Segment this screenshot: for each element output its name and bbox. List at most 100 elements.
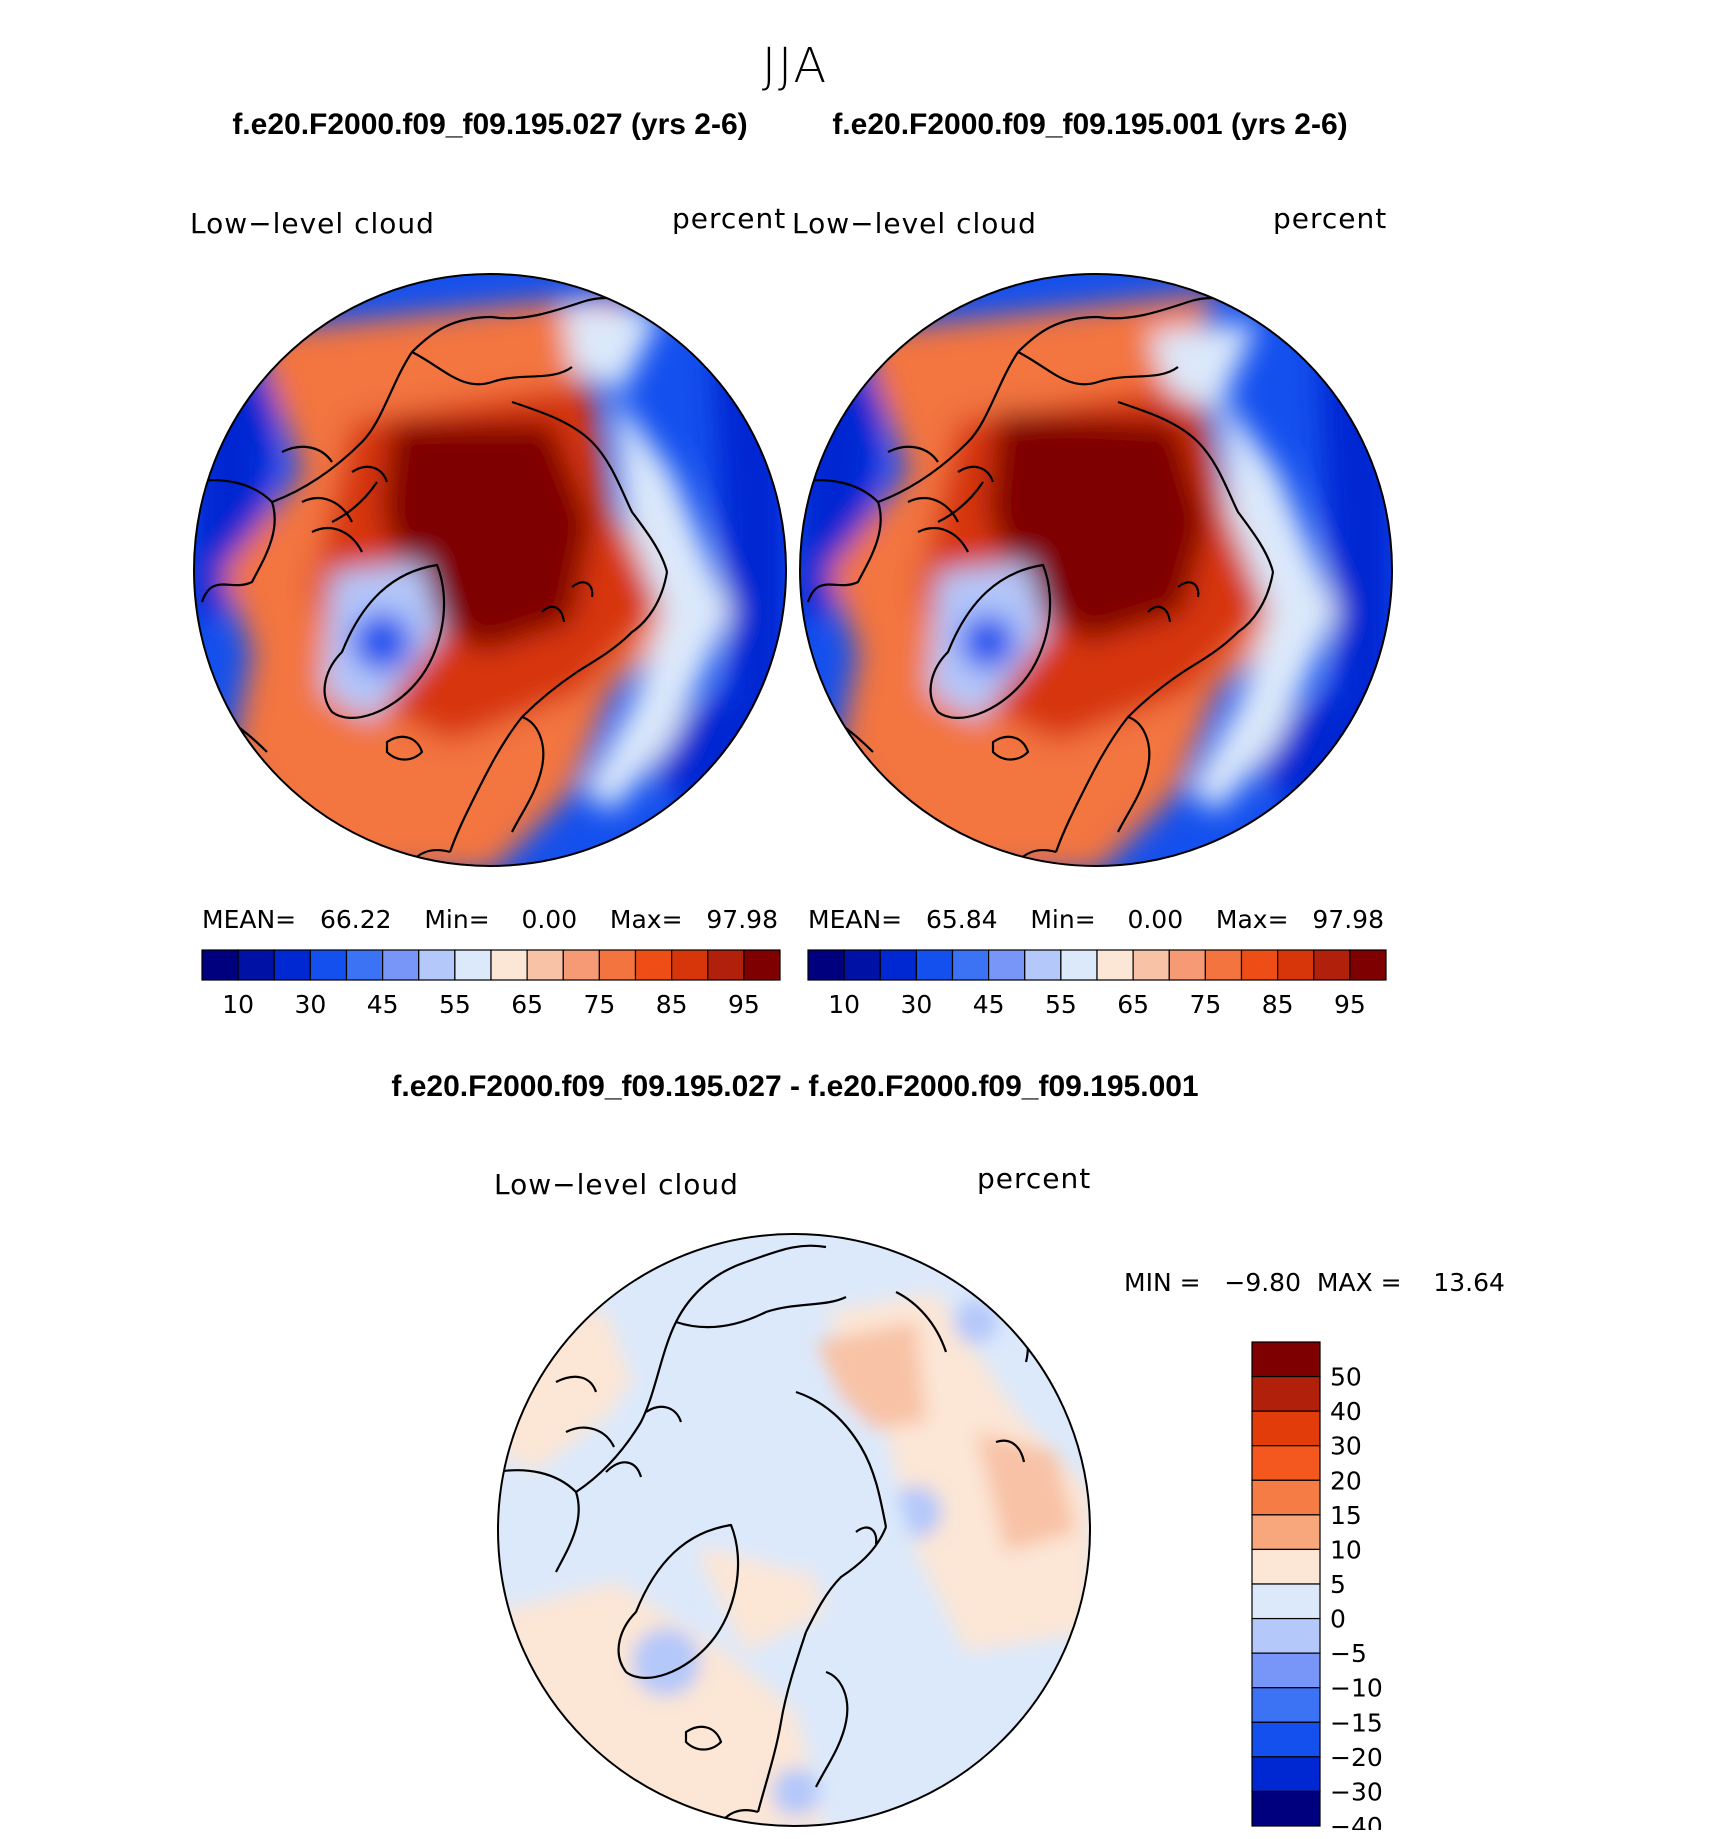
colorbar-swatch (1251, 1479, 1321, 1516)
colorbar-swatch (526, 949, 564, 981)
colorbar-tick-label: 30 (294, 990, 326, 1018)
colorbar-swatch (1251, 1756, 1321, 1793)
colorbar-swatch (1060, 949, 1098, 981)
colorbar-swatch (707, 949, 745, 981)
colorbar-tick-label: 30 (1330, 1432, 1362, 1461)
colorbar-swatch (273, 949, 311, 981)
max-value: 97.98 (706, 905, 778, 934)
min-label: Min= (1030, 905, 1096, 934)
atlantic-pale-band (582, 392, 732, 812)
colorbar-swatch (807, 949, 845, 981)
pacific-pale (562, 302, 662, 392)
min-value: 0.00 (1127, 905, 1184, 934)
colorbar-swatch (951, 949, 990, 981)
colorbar-tick-label: 20 (1330, 1466, 1362, 1495)
colorbar-tick-label: 30 (900, 990, 932, 1018)
colorbar-tick-label: 5 (1330, 1570, 1346, 1599)
colorbar-tick-label: −5 (1330, 1639, 1367, 1668)
colorbar-swatch (1251, 1583, 1321, 1620)
mean-label: MEAN= (808, 905, 903, 934)
map-difference (497, 1233, 1091, 1827)
colorbar-swatch (1251, 1790, 1321, 1827)
colorbar-swatch (490, 949, 528, 981)
colorbar-swatch (1277, 949, 1315, 981)
colorbar-swatch (418, 949, 456, 981)
colorbar-swatch (201, 949, 239, 981)
dark-red-core (382, 422, 592, 652)
difference-field-label: Low−level cloud (494, 1168, 739, 1201)
colorbar-swatch (562, 949, 600, 981)
colorbar-tick-label: −20 (1330, 1743, 1383, 1772)
negative-patch-greenland (632, 1628, 700, 1696)
difference-units-label: percent (977, 1162, 1092, 1195)
map-panel-a (193, 273, 787, 867)
mean-value: 66.22 (319, 905, 392, 934)
min-label: Min= (424, 905, 490, 934)
colorbar-tick-label: 65 (1117, 990, 1149, 1018)
colorbar-swatch (1132, 949, 1170, 981)
colorbar-swatch (671, 949, 709, 981)
greenland-core (960, 614, 1016, 670)
min-value: 0.00 (521, 905, 578, 934)
colorbar-tick-label: 55 (1045, 990, 1077, 1018)
colorbar-tick-label: 65 (511, 990, 543, 1018)
colorbar-swatch (345, 949, 384, 981)
panel-b-stats: MEAN= 65.84 Min= 0.00 Max= 97.98 (808, 905, 1384, 934)
colorbar-swatch (1251, 1687, 1321, 1723)
panel-a-case-title: f.e20.F2000.f09_f09.195.027 (yrs 2-6) (232, 108, 748, 141)
max-label: Max= (609, 905, 683, 934)
pacific-pale (1148, 322, 1258, 412)
deep-blue-east (1228, 332, 1392, 832)
colorbar-swatch (1024, 949, 1062, 981)
colorbar-swatch (237, 949, 275, 981)
deep-blue-east (622, 332, 786, 832)
colorbar-swatch (1240, 949, 1279, 981)
colorbar-tick-label: 50 (1330, 1363, 1362, 1392)
colorbar-panel-b: 10 30 45 55 65 75 85 95 (807, 949, 1387, 1018)
max-value: 97.98 (1312, 905, 1384, 934)
colorbar-tick-label: −10 (1330, 1674, 1383, 1703)
colorbar-tick-label: 75 (1189, 990, 1221, 1018)
colorbar-swatch (1251, 1341, 1321, 1378)
colorbar-swatch (1251, 1617, 1321, 1654)
difference-stats: MIN = −9.80 MAX = 13.64 (1124, 1268, 1505, 1297)
colorbar-swatch (1204, 949, 1243, 981)
positive-patch-east-atl (976, 1432, 1076, 1552)
map-panel-b (799, 273, 1393, 867)
colorbar-tick-label: 10 (222, 990, 254, 1018)
mean-value: 65.84 (925, 905, 998, 934)
colorbar-tick-label: 95 (728, 990, 760, 1018)
difference-title: f.e20.F2000.f09_f09.195.027 - f.e20.F200… (391, 1070, 1199, 1103)
colorbar-swatch (598, 949, 637, 981)
colorbar-tick-label: −40 (1330, 1812, 1383, 1830)
colorbar-tick-label: 10 (1330, 1535, 1362, 1564)
greenland-core (352, 612, 412, 672)
colorbar-swatch (454, 949, 492, 981)
coastlines (498, 1244, 1030, 1826)
panel-a-units-label: percent (672, 202, 787, 235)
colorbar-swatch (915, 949, 954, 981)
colorbar-tick-label: 40 (1330, 1397, 1362, 1426)
colorbar-swatch (382, 949, 420, 981)
colorbar-tick-label: 95 (1334, 990, 1366, 1018)
colorbar-swatch (1251, 1514, 1321, 1551)
panel-a-field-label: Low−level cloud (190, 207, 435, 240)
near-zero-ring (616, 1352, 916, 1572)
figure-title: JJA (761, 38, 829, 94)
panel-b-field-label: Low−level cloud (792, 207, 1037, 240)
colorbar-tick-label: 85 (656, 990, 688, 1018)
positive-patch-pacific (816, 1322, 926, 1432)
colorbar-swatch (1251, 1548, 1321, 1585)
panel-b-case-title: f.e20.F2000.f09_f09.195.001 (yrs 2-6) (832, 108, 1348, 141)
colorbar-tick-label: 75 (583, 990, 615, 1018)
colorbar-swatch (879, 949, 917, 981)
colorbar-swatch (309, 949, 348, 981)
colorbar-swatch (743, 949, 781, 981)
colorbar-swatch (988, 949, 1026, 981)
panel-b-units-label: percent (1273, 202, 1388, 235)
colorbar-swatch (1168, 949, 1206, 981)
colorbar-swatch (1251, 1410, 1321, 1447)
colorbar-tick-label: 85 (1262, 990, 1294, 1018)
colorbar-swatch (1251, 1721, 1321, 1758)
dark-red-core (988, 412, 1208, 642)
